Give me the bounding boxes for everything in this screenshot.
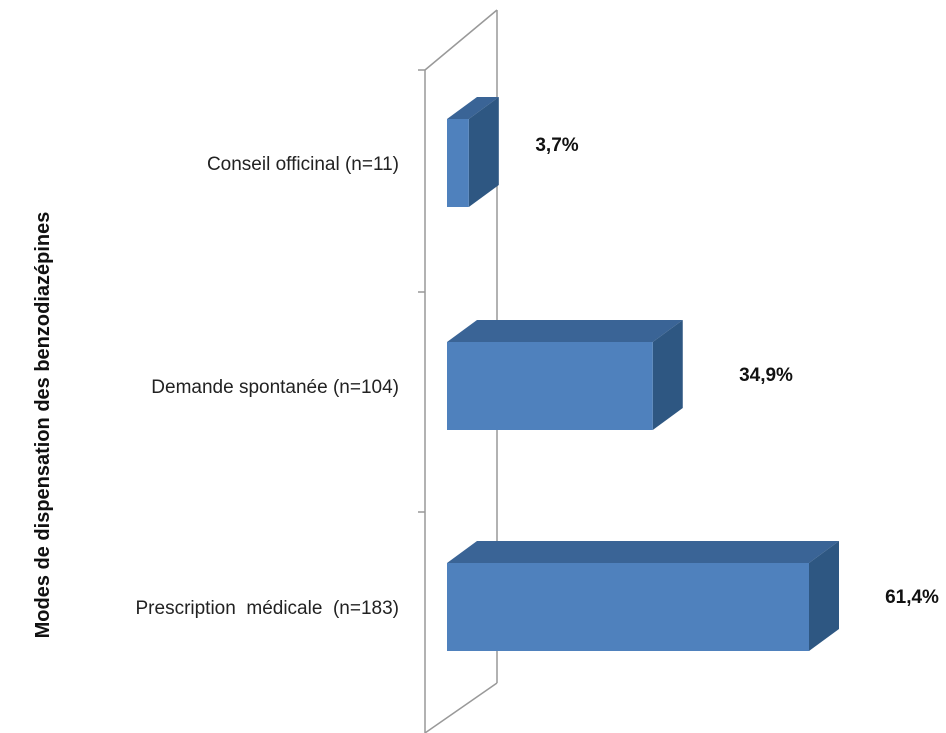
bar-top-face (447, 541, 839, 563)
bar-side-face (809, 541, 839, 651)
value-label-1: 34,9% (739, 365, 793, 386)
bar-side-face (652, 320, 683, 430)
category-label-2: Prescription médicale (n=183) (136, 598, 400, 619)
bar-1 (447, 320, 683, 430)
y-axis-title: Modes de dispensation des benzodiazépine… (32, 212, 54, 639)
value-label-2: 61,4% (885, 587, 939, 608)
bars (447, 97, 839, 651)
labels: Conseil officinal (n=11) 3,7% Demande spon… (136, 135, 940, 619)
category-label-1: Demande spontanée (n=104) (151, 377, 399, 398)
bar-side-face (468, 97, 499, 207)
bar-front-face (447, 342, 653, 430)
bar-0 (447, 97, 499, 207)
category-label-0: Conseil officinal (n=11) (207, 154, 399, 175)
bar-top-face (447, 320, 683, 342)
bar-top-face (447, 97, 499, 119)
bar-front-face (447, 563, 809, 651)
bar-front-face (447, 119, 469, 207)
bar-2 (447, 541, 839, 651)
value-label-0: 3,7% (535, 135, 578, 156)
